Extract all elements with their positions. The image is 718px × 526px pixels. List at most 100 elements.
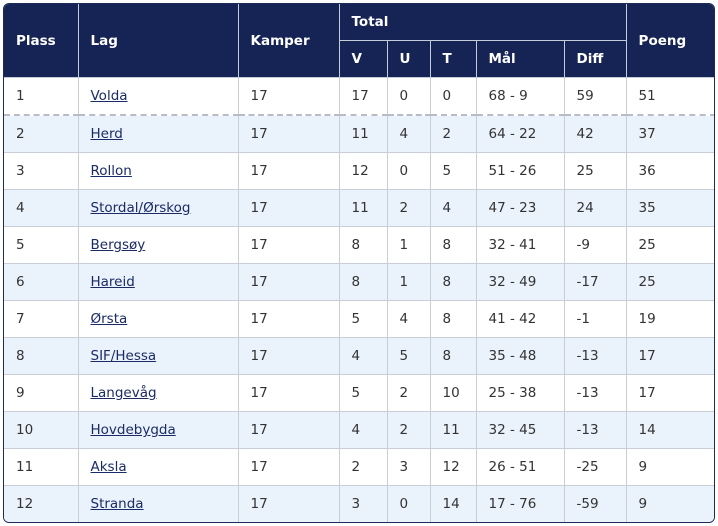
cell-u: 2 — [386, 411, 431, 449]
cell-poeng: 19 — [625, 300, 714, 338]
cell-plass: 4 — [4, 189, 79, 227]
header-plass: Plass — [4, 4, 79, 78]
cell-plass: 3 — [4, 152, 79, 190]
cell-poeng: 14 — [625, 411, 714, 449]
cell-lag: Ørsta — [77, 300, 239, 338]
cell-kamper: 17 — [237, 226, 340, 264]
cell-t: 8 — [429, 226, 477, 264]
cell-t: 8 — [429, 337, 477, 375]
team-link[interactable]: Rollon — [90, 163, 132, 179]
cell-u: 1 — [386, 226, 431, 264]
team-link[interactable]: Langevåg — [90, 385, 157, 401]
cell-diff: -25 — [563, 448, 627, 486]
cell-kamper: 17 — [237, 337, 340, 375]
team-link[interactable]: Herd — [90, 126, 123, 142]
cell-poeng: 25 — [625, 263, 714, 301]
table-row: 9 Langevåg 17 5 2 10 25 - 38 -13 17 — [4, 374, 714, 412]
cell-plass: 7 — [4, 300, 79, 338]
cell-plass: 9 — [4, 374, 79, 412]
team-link[interactable]: SIF/Hessa — [90, 348, 157, 364]
header-t: T — [429, 40, 477, 78]
cell-t: 10 — [429, 374, 477, 412]
cell-kamper: 17 — [237, 263, 340, 301]
cell-t: 11 — [429, 411, 477, 449]
cell-diff: -13 — [563, 337, 627, 375]
cell-diff: -13 — [563, 411, 627, 449]
cell-u: 2 — [386, 374, 431, 412]
cell-u: 3 — [386, 448, 431, 486]
table-body: 1 Volda 17 17 0 0 68 - 9 59 51 2 Herd 17 11 4 2 64 - 22… — [4, 77, 714, 522]
cell-mal: 25 - 38 — [475, 374, 565, 412]
team-link[interactable]: Hovdebygda — [90, 422, 176, 438]
cell-v: 4 — [338, 411, 388, 449]
cell-kamper: 17 — [237, 189, 340, 227]
cell-t: 5 — [429, 152, 477, 190]
cell-kamper: 17 — [237, 448, 340, 486]
cell-mal: 68 - 9 — [475, 77, 565, 116]
cell-diff: 25 — [563, 152, 627, 190]
table-row: 4 Stordal/Ørskog 17 11 2 4 47 - 23 24 35 — [4, 189, 714, 227]
cell-mal: 41 - 42 — [475, 300, 565, 338]
team-link[interactable]: Ørsta — [90, 311, 128, 327]
header-v: V — [339, 40, 388, 78]
cell-poeng: 35 — [625, 189, 714, 227]
team-link[interactable]: Hareid — [90, 274, 135, 290]
cell-plass: 10 — [4, 411, 79, 449]
cell-poeng: 51 — [625, 77, 714, 116]
cell-lag: Hareid — [77, 263, 239, 301]
cell-diff: -9 — [563, 226, 627, 264]
cell-v: 11 — [338, 114, 388, 153]
cell-kamper: 17 — [237, 114, 340, 153]
cell-kamper: 17 — [237, 77, 340, 116]
header-total: Total — [338, 4, 627, 41]
cell-v: 11 — [338, 189, 388, 227]
cell-diff: 42 — [563, 114, 627, 153]
cell-v: 2 — [338, 448, 388, 486]
team-link[interactable]: Bergsøy — [90, 237, 146, 253]
cell-plass: 11 — [4, 448, 79, 486]
team-link[interactable]: Stordal/Ørskog — [90, 200, 191, 216]
cell-plass: 1 — [4, 77, 79, 116]
cell-mal: 47 - 23 — [475, 189, 565, 227]
cell-mal: 35 - 48 — [475, 337, 565, 375]
cell-mal: 32 - 45 — [475, 411, 565, 449]
cell-plass: 8 — [4, 337, 79, 375]
table-row: 10 Hovdebygda 17 4 2 11 32 - 45 -13 14 — [4, 411, 714, 449]
table-row: 2 Herd 17 11 4 2 64 - 22 42 37 — [4, 114, 714, 153]
cell-t: 4 — [429, 189, 477, 227]
cell-poeng: 36 — [625, 152, 714, 190]
table-row: 5 Bergsøy 17 8 1 8 32 - 41 -9 25 — [4, 226, 714, 264]
cell-diff: -13 — [563, 374, 627, 412]
cell-lag: Volda — [77, 77, 239, 116]
cell-lag: Stordal/Ørskog — [77, 189, 239, 227]
cell-plass: 2 — [4, 114, 79, 153]
standings-table-container: Plass Lag Kamper Total Poeng V U T Mål D… — [3, 3, 715, 523]
cell-u: 4 — [386, 114, 431, 153]
cell-v: 4 — [338, 337, 388, 375]
team-link[interactable]: Volda — [90, 88, 128, 104]
cell-poeng: 25 — [625, 226, 714, 264]
table-row: 6 Hareid 17 8 1 8 32 - 49 -17 25 — [4, 263, 714, 301]
header-u: U — [386, 40, 431, 78]
cell-lag: Langevåg — [77, 374, 239, 412]
cell-t: 14 — [429, 485, 477, 522]
cell-lag: SIF/Hessa — [77, 337, 239, 375]
table-row: 7 Ørsta 17 5 4 8 41 - 42 -1 19 — [4, 300, 714, 338]
cell-diff: -17 — [563, 263, 627, 301]
table-row: 12 Stranda 17 3 0 14 17 - 76 -59 9 — [4, 485, 714, 522]
cell-lag: Hovdebygda — [77, 411, 239, 449]
cell-t: 8 — [429, 263, 477, 301]
header-kamper: Kamper — [237, 4, 340, 78]
team-link[interactable]: Stranda — [90, 496, 144, 512]
cell-lag: Aksla — [77, 448, 239, 486]
cell-v: 5 — [338, 374, 388, 412]
cell-poeng: 9 — [625, 448, 714, 486]
cell-v: 8 — [338, 263, 388, 301]
cell-kamper: 17 — [237, 152, 340, 190]
cell-poeng: 37 — [625, 114, 714, 153]
cell-poeng: 17 — [625, 337, 714, 375]
cell-diff: 59 — [563, 77, 627, 116]
cell-plass: 5 — [4, 226, 79, 264]
cell-v: 8 — [338, 226, 388, 264]
team-link[interactable]: Aksla — [90, 459, 127, 475]
